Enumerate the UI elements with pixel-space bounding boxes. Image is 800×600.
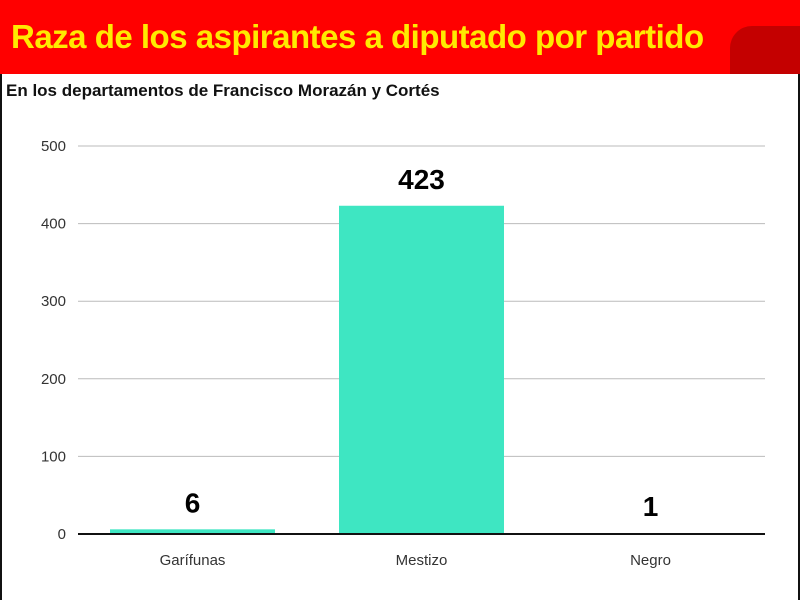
y-tick-label: 300 bbox=[41, 293, 66, 310]
banner-accent-shape bbox=[730, 26, 800, 74]
chart-subtitle: En los departamentos de Francisco Morazá… bbox=[6, 81, 440, 100]
y-tick-label: 100 bbox=[41, 448, 66, 465]
y-tick-label: 400 bbox=[41, 216, 66, 233]
data-label: 6 bbox=[185, 487, 201, 518]
bar bbox=[110, 529, 275, 534]
bar bbox=[339, 205, 504, 534]
data-label: 423 bbox=[398, 164, 445, 195]
y-tick-label: 200 bbox=[41, 371, 66, 388]
chart-title: Raza de los aspirantes a diputado por pa… bbox=[11, 18, 704, 55]
x-tick-label: Negro bbox=[630, 552, 671, 569]
y-tick-label: 0 bbox=[58, 526, 66, 543]
x-tick-label: Garífunas bbox=[160, 552, 226, 569]
x-tick-label: Mestizo bbox=[396, 552, 448, 569]
data-label: 1 bbox=[643, 491, 659, 522]
title-banner: Raza de los aspirantes a diputado por pa… bbox=[0, 0, 800, 74]
y-tick-label: 500 bbox=[41, 138, 66, 155]
frame-left-border bbox=[0, 0, 2, 600]
frame-right-border bbox=[798, 0, 800, 600]
